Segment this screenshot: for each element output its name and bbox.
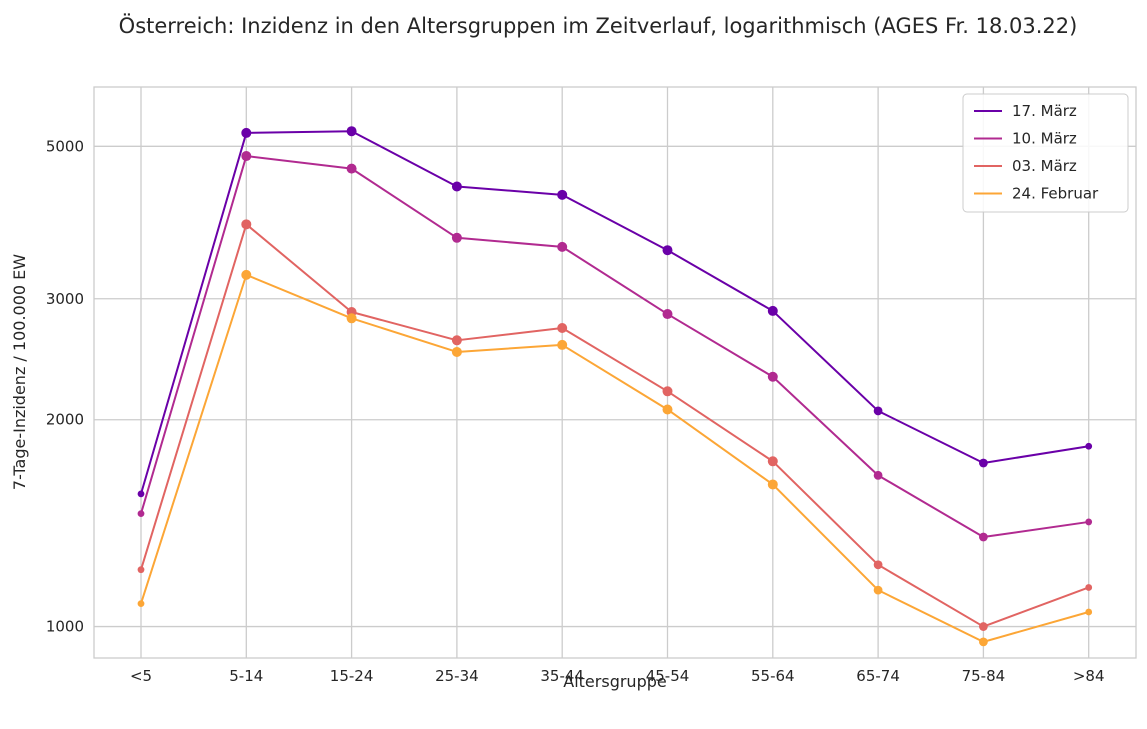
series-line [140,273,1089,643]
data-point [346,126,357,137]
data-point [662,309,673,320]
legend: 17. März 10. März 03. März 24. Februar [962,93,1129,213]
data-point [662,245,673,256]
x-tick-label: 75-84 [962,667,1006,685]
y-axis-label: 7-Tage-Inzidenz / 100.000 EW [10,254,29,490]
x-tick-label: >84 [1073,667,1105,685]
data-point [767,371,778,382]
x-axis-label: Altersgruppe [563,672,666,691]
x-tick-label: 35-44 [540,667,584,685]
legend-label: 17. März [1012,102,1077,120]
data-point [662,404,673,415]
data-point [1085,442,1093,450]
data-point [241,219,252,230]
x-tick-label: 45-54 [646,667,690,685]
data-point [662,386,673,397]
data-point [979,458,988,468]
data-point [767,305,778,316]
data-point [557,322,568,333]
data-point [451,232,462,243]
y-tick-label: 2000 [46,411,84,429]
data-point [241,127,252,138]
x-tick-labels: <5 5-14 15-24 25-34 35-44 45-54 55-64 65-74 75-8… [130,667,1105,685]
data-point [979,637,988,647]
x-tick-label: 65-74 [856,667,900,685]
data-point [873,406,883,416]
legend-label: 10. März [1012,130,1077,148]
data-point [873,470,883,480]
series-layer [137,126,1093,647]
legend-box [962,93,1129,213]
series-group [137,269,1093,647]
data-point [767,456,778,467]
data-point [1085,584,1093,591]
data-point [451,335,462,346]
data-point [137,600,145,607]
data-point [557,339,568,350]
data-point [557,241,568,252]
data-point [557,189,568,200]
data-point [346,313,357,324]
series-line [140,155,1089,539]
x-tick-label: 5-14 [229,667,263,685]
data-point [873,585,883,595]
series-line [140,130,1089,495]
x-tick-label: 55-64 [751,667,795,685]
legend-label: 24. Februar [1012,185,1099,203]
data-point [1085,518,1093,526]
grid-layer [94,87,1136,658]
plot-frame [93,86,1137,659]
y-tick-label: 1000 [46,618,84,636]
data-point [137,510,145,518]
data-point [873,560,883,570]
data-point [137,566,145,574]
y-tick-labels: 1000 2000 3000 5000 [46,137,84,635]
data-point [346,163,357,174]
data-point [137,490,145,498]
data-point [451,181,462,192]
series-line [140,223,1090,628]
x-tick-label: 25-34 [435,667,479,685]
x-tick-label: 15-24 [330,667,374,685]
data-point [451,346,462,357]
x-tick-label: <5 [130,667,152,685]
data-point [979,532,988,542]
y-tick-label: 3000 [46,290,84,308]
series-group [137,151,1093,542]
chart-title: Österreich: Inzidenz in den Altersgruppe… [119,13,1078,38]
series-group [137,126,1093,498]
data-point [241,269,252,280]
data-point [1085,608,1093,616]
legend-label: 03. März [1012,157,1077,175]
data-point [241,151,252,162]
y-tick-label: 5000 [46,137,84,155]
data-point [767,479,778,490]
data-point [979,622,988,631]
